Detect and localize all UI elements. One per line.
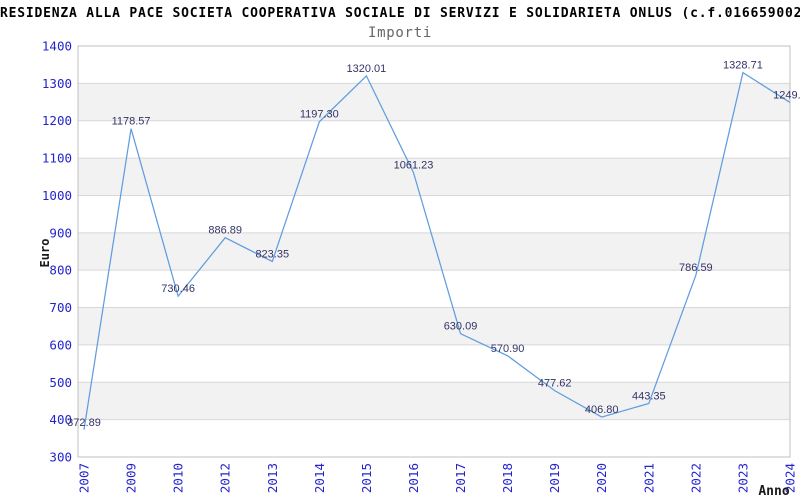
alt-band [78,232,790,271]
point-label: 570.90 [491,343,525,355]
y-tick-label: 1400 [42,39,72,54]
y-tick-label: 300 [49,450,72,465]
data-line [83,71,791,430]
y-tick-label: 600 [49,337,72,352]
x-tick-label: 2013 [265,463,280,493]
point-label: 1249.0 [773,89,800,101]
x-tick-label: 2021 [641,463,656,493]
x-axis-title: Anno [758,484,789,499]
x-tick-label: 2022 [688,463,703,493]
point-label: 477.62 [538,378,572,390]
alt-band [78,195,790,233]
alt-band [78,270,790,308]
x-tick-label: 2014 [312,463,327,493]
y-tick-label: 400 [49,412,72,427]
y-tick-label: 1000 [42,188,72,203]
alt-band [78,83,790,121]
chart-subtitle: Importi [368,25,432,41]
alt-band [78,46,790,84]
x-tick-label: 2020 [594,463,609,493]
alt-band [78,158,790,196]
point-label: 730.46 [161,283,195,295]
x-tick-label: 2015 [359,463,374,493]
x-tick-label: 2024 [783,463,798,493]
point-label: 1197.30 [300,109,339,121]
point-label: 1328.71 [723,60,763,72]
x-tick-label: 2018 [500,463,515,493]
point-label: 1061.23 [394,160,434,172]
point-label: 443.35 [632,390,666,402]
x-tick-label: 2019 [547,463,562,493]
alt-band [78,120,790,159]
point-label: 823.35 [255,248,289,260]
x-tick-label: 2017 [453,463,468,493]
y-tick-label: 1200 [42,113,72,128]
point-label: 406.80 [585,404,619,416]
y-axis-title: Euro [38,239,52,268]
point-label: 886.89 [208,225,242,237]
x-tick-label: 2007 [77,463,92,493]
chart-title: RESIDENZA ALLA PACE SOCIETA COOPERATIVA … [0,6,800,21]
point-label: 1320.01 [347,63,387,75]
point-label: 786.59 [679,262,713,274]
point-label: 1178.57 [112,116,151,128]
x-tick-label: 2016 [406,463,421,493]
x-tick-label: 2010 [171,463,186,493]
alt-band [78,382,790,420]
x-tick-label: 2023 [735,463,750,493]
point-label: 630.09 [444,321,478,333]
alt-band [78,344,790,383]
x-tick-label: 2009 [124,463,139,493]
y-tick-label: 500 [49,375,72,390]
plot-border [77,45,791,458]
y-tick-label: 1100 [42,151,72,166]
y-tick-label: 900 [49,225,72,240]
y-tick-label: 700 [49,300,72,315]
point-label: 372.89 [67,417,101,429]
x-tick-label: 2012 [218,463,233,493]
y-tick-label: 1300 [42,76,72,91]
y-tick-label: 800 [49,263,72,278]
alt-band [78,419,790,457]
alt-band [78,307,790,345]
